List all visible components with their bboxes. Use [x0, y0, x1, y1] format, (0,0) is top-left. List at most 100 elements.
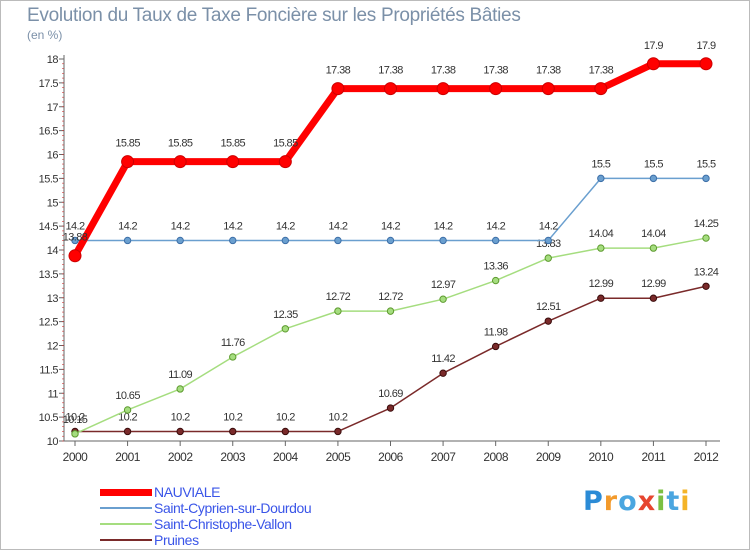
x-tick-label: 2010 [588, 450, 614, 464]
data-label: 12.99 [589, 278, 614, 290]
data-label: 12.72 [326, 291, 351, 303]
data-label: 15.85 [273, 138, 298, 150]
logo-letter: t [666, 486, 681, 517]
legend-item: NAUVIALE [100, 484, 400, 500]
data-label: 15.5 [696, 158, 715, 170]
data-point [544, 236, 552, 245]
data-point [176, 236, 184, 245]
data-point [123, 406, 132, 414]
y-tick-label: 18 [47, 54, 59, 66]
y-tick-label: 15.5 [39, 173, 59, 185]
y-tick-label: 16.5 [39, 126, 59, 138]
data-point [176, 427, 184, 436]
logo-letter: i [656, 486, 667, 517]
data-label: 13.36 [483, 261, 508, 273]
y-tick-label: 10.5 [39, 412, 59, 424]
y-tick-label: 17.5 [39, 78, 59, 90]
data-point [173, 155, 187, 169]
data-label: 11.98 [484, 326, 508, 338]
data-point [646, 57, 660, 71]
data-label: 17.38 [431, 65, 456, 77]
data-label: 14.25 [694, 218, 719, 230]
x-tick-label: 2002 [168, 450, 194, 464]
data-point [331, 82, 345, 96]
data-label: 10.2 [328, 411, 347, 423]
data-label: 10.2 [276, 411, 295, 423]
data-label: 10.2 [65, 411, 84, 423]
data-point [226, 155, 240, 169]
data-point [439, 369, 447, 377]
series-nauviale: 13.88 15.85 15.85 15.85 15.85 17.38 17.38 17.38… [63, 40, 717, 263]
y-axis-unit-label: (en %) [27, 28, 63, 42]
data-label: 12.97 [431, 279, 456, 291]
data-label: 10.15 [63, 414, 88, 426]
data-point [544, 254, 552, 262]
y-tick-label: 16 [47, 150, 59, 162]
y-tick-label: 13 [47, 293, 59, 305]
y-tick-label: 12.5 [39, 317, 59, 329]
data-point [597, 294, 605, 302]
data-label: 14.2 [434, 220, 453, 232]
data-label: 13.24 [694, 266, 719, 278]
legend-label: Saint-Christophe-Vallon [154, 516, 292, 532]
y-tick-label: 13.5 [39, 269, 59, 281]
data-label: 15.85 [220, 138, 245, 150]
data-point [71, 430, 79, 438]
data-point [439, 236, 447, 245]
data-point [334, 427, 342, 436]
proxiti-logo: Proxiti [583, 486, 691, 517]
data-label: 14.2 [118, 220, 137, 232]
data-label: 10.2 [118, 411, 137, 423]
data-label: 14.2 [223, 220, 242, 232]
data-point [334, 236, 342, 245]
data-label: 11.76 [221, 337, 245, 349]
data-point [278, 155, 292, 169]
legend-label: NAUVIALE [154, 484, 221, 500]
data-label: 12.51 [536, 301, 561, 313]
data-point [491, 236, 500, 245]
x-tick-label: 2011 [642, 450, 667, 464]
data-point [702, 234, 710, 242]
x-tick-label: 2006 [378, 450, 404, 464]
data-point [491, 276, 500, 285]
data-label: 12.72 [378, 291, 403, 303]
data-label: 11.09 [168, 369, 192, 381]
data-point [281, 236, 290, 245]
series-saint-christophe-vallon: 10.15 10.65 11.09 11.76 12.35 12.72 12.72 12.97… [63, 218, 719, 438]
data-label: 17.9 [696, 40, 715, 52]
data-label: 17.38 [536, 65, 561, 77]
legend-item: Pruines [100, 532, 400, 548]
legend-item: Saint-Cyprien-sur-Dourdou [100, 500, 400, 516]
logo-letter: P [583, 486, 604, 517]
data-point [71, 236, 79, 245]
y-tick-label: 11.5 [39, 364, 58, 376]
legend: NAUVIALE Saint-Cyprien-sur-Dourdou Saint-C… [100, 484, 400, 548]
data-label: 14.2 [381, 220, 400, 232]
data-label: 15.85 [115, 138, 140, 150]
data-label: 17.38 [378, 65, 403, 77]
data-label: 17.9 [644, 40, 663, 52]
data-label: 10.2 [223, 411, 242, 423]
data-point [121, 155, 135, 169]
legend-label: Saint-Cyprien-sur-Dourdou [154, 500, 312, 516]
data-label: 10.65 [115, 390, 140, 402]
data-point [176, 385, 184, 393]
data-point [386, 236, 395, 245]
data-label: 14.2 [171, 220, 190, 232]
chart-title: Evolution du Taux de Taxe Foncière sur l… [27, 5, 521, 26]
legend-item: Saint-Christophe-Vallon [100, 516, 400, 532]
data-point [384, 82, 397, 96]
legend-swatch [100, 489, 152, 496]
y-tick-label: 17 [47, 102, 59, 114]
data-label: 14.04 [589, 228, 614, 240]
data-point [386, 307, 395, 315]
data-label: 14.2 [276, 220, 295, 232]
data-point [649, 244, 658, 252]
data-point [229, 236, 237, 245]
x-tick-label: 2001 [115, 450, 141, 464]
data-point [281, 325, 290, 333]
data-label: 15.5 [591, 158, 610, 170]
x-tick-label: 2005 [326, 450, 352, 464]
logo-letter: o [618, 486, 638, 517]
y-tick-label: 14.5 [39, 221, 59, 233]
